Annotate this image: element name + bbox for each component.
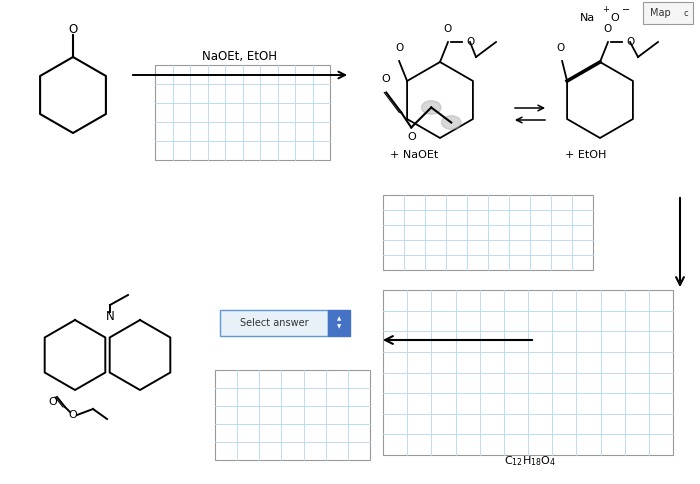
- Text: c: c: [683, 9, 688, 17]
- Circle shape: [442, 116, 461, 129]
- Text: Na: Na: [580, 13, 595, 23]
- Text: + EtOH: + EtOH: [565, 150, 606, 160]
- Text: + NaOEt: + NaOEt: [390, 150, 438, 160]
- Text: −: −: [622, 5, 630, 15]
- Bar: [328, 310, 350, 336]
- Text: +: +: [602, 5, 609, 15]
- Bar: [383, 290, 673, 455]
- Text: O: O: [604, 24, 612, 34]
- Circle shape: [421, 101, 441, 114]
- Text: O: O: [556, 43, 564, 53]
- Text: O: O: [626, 37, 634, 47]
- Bar: [643, 2, 693, 24]
- Text: O: O: [69, 22, 78, 35]
- Text: Map: Map: [650, 8, 671, 18]
- Text: O: O: [407, 133, 416, 142]
- Text: N: N: [106, 311, 114, 323]
- Text: O: O: [69, 410, 78, 420]
- Text: O: O: [382, 75, 391, 85]
- Bar: [155, 65, 330, 160]
- Text: Select answer: Select answer: [239, 318, 308, 328]
- Bar: [215, 370, 370, 460]
- Bar: [220, 310, 328, 336]
- Text: ▼: ▼: [337, 324, 341, 330]
- Text: O: O: [48, 397, 57, 407]
- Text: ▲: ▲: [337, 317, 341, 321]
- Text: O: O: [610, 13, 619, 23]
- Text: $\mathrm{C_{12}H_{18}O_4}$: $\mathrm{C_{12}H_{18}O_4}$: [504, 454, 556, 468]
- Text: NaOEt, EtOH: NaOEt, EtOH: [202, 50, 277, 63]
- Bar: [383, 195, 593, 270]
- Text: O: O: [444, 24, 452, 34]
- Text: O: O: [395, 43, 403, 53]
- Text: O: O: [466, 37, 475, 47]
